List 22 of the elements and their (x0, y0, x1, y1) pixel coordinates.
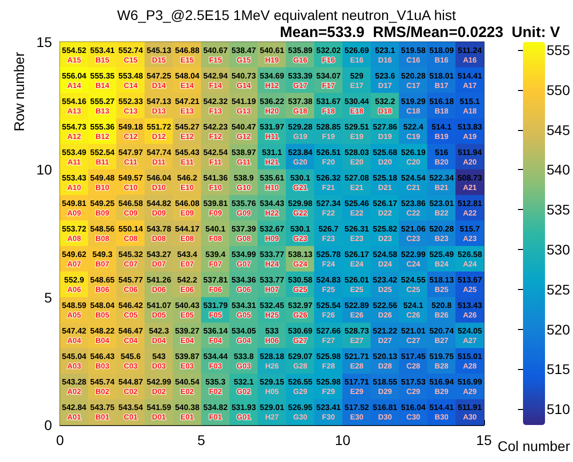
y-axis-title: Row number (11, 52, 27, 132)
x-tick-label: 0 (56, 432, 64, 448)
color-bar-label: 535 (546, 202, 570, 218)
color-bar-label: 530 (546, 241, 570, 258)
color-bar-label: 550 (546, 82, 570, 98)
x-axis-title: Col number (498, 438, 570, 454)
x-tick-label: 15 (476, 432, 492, 448)
color-bar-label: 510 (546, 401, 570, 418)
y-tick-label: 0 (44, 417, 52, 433)
color-bar-label: 540 (546, 162, 570, 178)
chart-subtitle: Mean=533.9 RMS/Mean=0.0223 Unit: V (280, 24, 560, 41)
color-bar-label: 525 (546, 281, 570, 298)
chart-title: W6_P3_@2.5E15 1MeV equivalent neutron_V1uA hist (117, 7, 456, 23)
color-bar-label: 555 (546, 42, 570, 58)
y-tick-label: 5 (44, 289, 52, 306)
x-tick-label: 5 (197, 432, 206, 448)
color-bar-label: 520 (546, 321, 570, 338)
color-bar-label: 515 (546, 361, 570, 378)
x-tick-label: 10 (334, 432, 351, 448)
color-bar-label: 545 (546, 122, 570, 138)
y-tick-label: 10 (36, 162, 52, 178)
y-tick-label: 15 (36, 34, 52, 50)
